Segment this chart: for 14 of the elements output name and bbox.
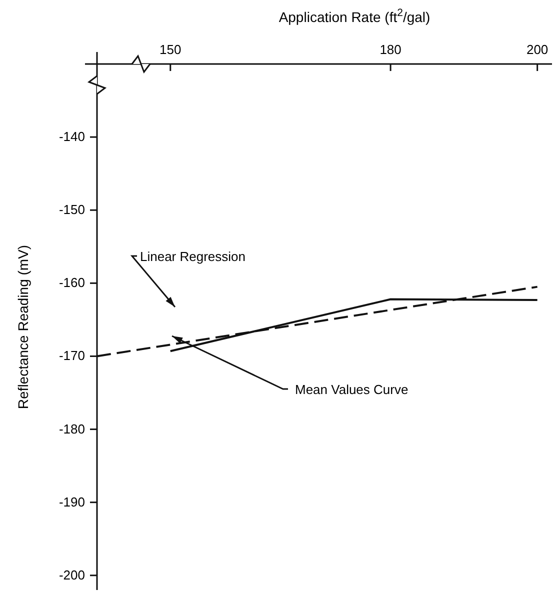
y-tick-label: -190 xyxy=(58,494,85,510)
text: Linear Regression xyxy=(140,249,246,264)
text: Mean Values Curve xyxy=(295,382,408,397)
y-tick-label: -170 xyxy=(58,348,85,364)
y-tick-label: -200 xyxy=(58,567,85,582)
y-tick-label: -150 xyxy=(58,202,85,218)
x-tick-label: 200 xyxy=(526,42,548,57)
x-tick-label: 150 xyxy=(160,42,182,57)
x-axis-title: Application Rate (ft$^{2}$/gal) xyxy=(278,7,430,25)
y-axis-title: Reflectance Reading (mV) xyxy=(15,244,31,410)
y-tick-label: -140 xyxy=(58,129,85,144)
x-tick-label: 180 xyxy=(380,42,402,57)
y-tick-label: -160 xyxy=(58,275,85,290)
y-tick-label: -180 xyxy=(58,421,85,436)
